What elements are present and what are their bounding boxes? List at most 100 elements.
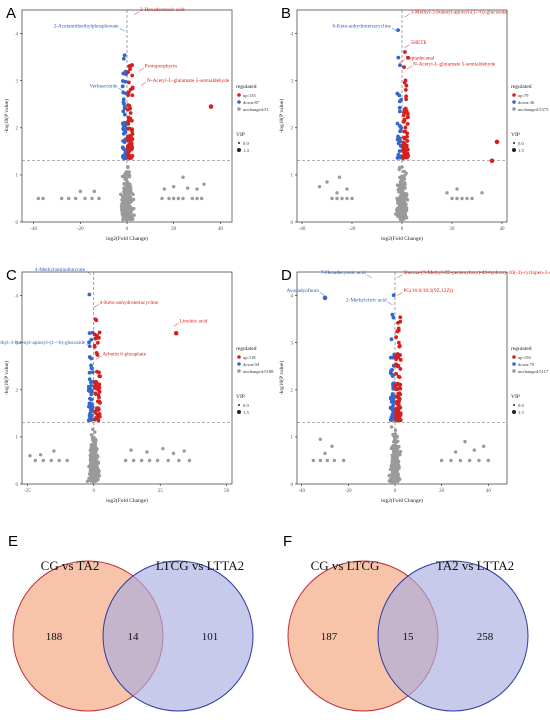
- annotation-arrow: [391, 27, 398, 32]
- point-unchanged: [65, 458, 69, 463]
- point-unchanged: [177, 458, 181, 463]
- point-down: [120, 121, 125, 126]
- y-tick-label: 4: [291, 294, 294, 299]
- annotation-arrow: [366, 274, 372, 278]
- point-down: [120, 84, 125, 89]
- point-unchanged: [389, 477, 393, 481]
- legend-unchanged-swatch: [512, 107, 516, 111]
- point-unchanged: [400, 194, 404, 199]
- point-up: [403, 129, 408, 134]
- point-down: [89, 383, 94, 388]
- point-down: [87, 344, 92, 349]
- annotation-label: PG(16:0/18:2(9Z,12Z)): [403, 287, 453, 294]
- point-unchanged: [93, 430, 97, 434]
- point-down: [123, 148, 128, 153]
- point-up: [405, 134, 410, 139]
- point-down: [87, 292, 92, 297]
- venn-set-right-title: TA2 vs LTTA2: [436, 558, 514, 573]
- point-up: [126, 90, 131, 95]
- volcano-panel-b: B -40 -20 0 20 40 0 1 2 3 4 log2(Fold Change) -log10…: [275, 0, 550, 262]
- point-up: [405, 121, 410, 126]
- y-tick-label: 2: [16, 389, 19, 394]
- point-unchanged: [449, 458, 453, 463]
- point-unchanged: [486, 458, 491, 463]
- point-unchanged: [455, 196, 459, 201]
- point-down: [121, 56, 126, 61]
- point-up: [403, 155, 408, 160]
- legend-unchanged-swatch: [237, 369, 241, 373]
- annotation-arrow: [96, 355, 102, 360]
- point-down: [123, 127, 128, 132]
- point-up: [398, 357, 403, 362]
- point-down: [122, 53, 127, 58]
- point-unchanged: [394, 454, 399, 459]
- point-up: [402, 110, 407, 115]
- annotation-label: Linoleic acid: [180, 319, 208, 325]
- point-unchanged: [332, 458, 337, 463]
- point-up: [396, 328, 401, 333]
- point-up: [398, 386, 403, 391]
- point-unchanged: [395, 466, 400, 470]
- point-up: [403, 87, 408, 92]
- legend-up-swatch: [512, 355, 516, 359]
- annotation-arrow: [397, 292, 403, 296]
- venn-set-right-title: LTCG vs LTTA2: [156, 558, 244, 573]
- point-down: [87, 370, 92, 375]
- point-unchanged: [28, 454, 32, 458]
- point-unchanged: [399, 214, 403, 218]
- point-unchanged: [160, 196, 164, 201]
- annotation-label: 7-Hexadecynoic acid: [321, 270, 366, 276]
- point-up: [97, 382, 102, 387]
- x-tick-label: 40: [500, 227, 506, 232]
- vip-size-label: 0.0: [518, 141, 524, 146]
- point-unchanged: [403, 191, 407, 196]
- vip-size-label: 1.4: [243, 148, 249, 153]
- annotation-arrow: [85, 271, 92, 275]
- point-up: [398, 319, 403, 324]
- venn-left-only-count: 187: [321, 631, 338, 643]
- x-tick-label: -40: [299, 227, 306, 232]
- point-unchanged: [41, 458, 45, 463]
- point-unchanged: [404, 197, 409, 201]
- point-unchanged: [182, 449, 186, 453]
- point-up: [126, 119, 131, 124]
- point-unchanged: [400, 178, 405, 182]
- point-up: [92, 343, 97, 348]
- point-unchanged: [318, 458, 323, 463]
- point-unchanged: [127, 194, 131, 198]
- point-unchanged: [393, 432, 398, 436]
- point-up: [126, 121, 131, 126]
- point-down: [395, 155, 400, 160]
- point-unchanged: [467, 458, 472, 463]
- point-down: [391, 400, 395, 405]
- point-unchanged: [132, 206, 136, 211]
- y-tick-label: 0: [291, 483, 294, 488]
- point-unchanged: [340, 196, 344, 201]
- point-unchanged: [38, 453, 43, 457]
- y-tick-label: 4: [16, 294, 19, 299]
- point-down: [396, 28, 400, 33]
- point-up: [93, 410, 98, 415]
- y-tick-label: 0: [16, 483, 19, 488]
- venn-intersection-count: 15: [403, 631, 415, 643]
- point-unchanged: [118, 192, 123, 196]
- point-unchanged: [88, 448, 93, 453]
- point-unchanged: [393, 477, 397, 482]
- point-up: [126, 138, 130, 143]
- y-tick-label: 4: [16, 32, 19, 37]
- point-up: [128, 140, 133, 145]
- point-unchanged: [311, 458, 316, 463]
- point-up: [92, 332, 97, 337]
- legend-down-swatch: [237, 362, 241, 366]
- point-down: [390, 312, 395, 317]
- x-axis-label: log2(Fold Change): [381, 235, 423, 242]
- x-tick-label: 50: [224, 489, 230, 494]
- point-up: [94, 318, 99, 323]
- point-unchanged: [89, 471, 94, 476]
- volcano-svg: B -40 -20 0 20 40 0 1 2 3 4 log2(Fold Change) -log10…: [278, 5, 549, 242]
- x-tick-label: -40: [298, 489, 305, 494]
- point-unchanged: [167, 196, 171, 201]
- legend-title: regulated: [236, 84, 257, 90]
- legend-unchanged-label: unchanged:51: [243, 107, 269, 112]
- point-unchanged: [389, 425, 394, 429]
